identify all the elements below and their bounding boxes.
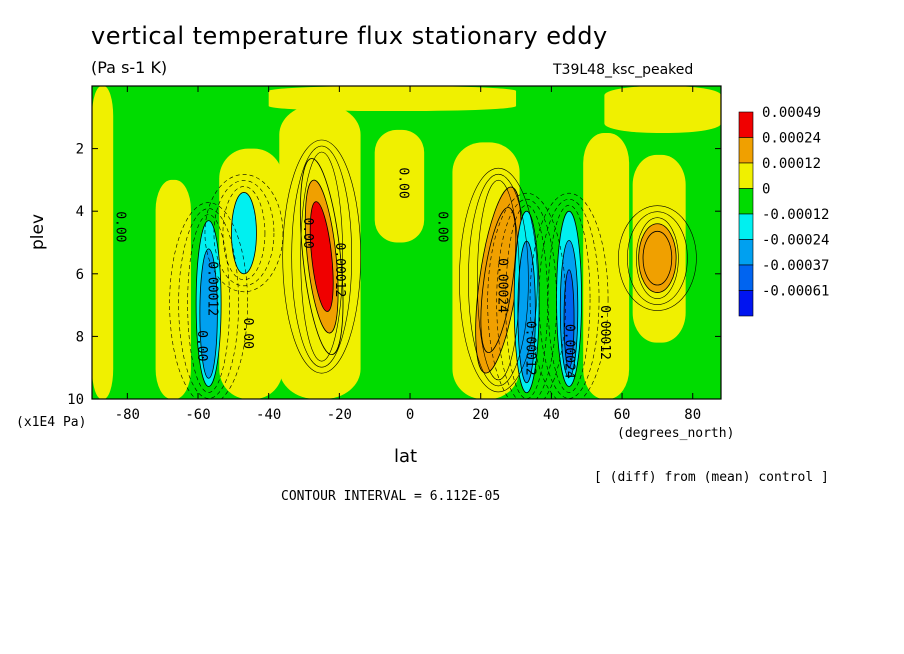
legend-swatch (738, 188, 754, 215)
x-tick-label: -20 (327, 407, 352, 423)
x-tick-label: -60 (185, 407, 210, 423)
contour-line (282, 139, 361, 374)
contour-label: 0.00012 (332, 243, 347, 298)
contour-line (169, 202, 248, 399)
x-tick-label: -40 (256, 407, 281, 423)
negative-minimum (563, 269, 575, 369)
contour-label: 0.00 (434, 211, 449, 242)
field-region (374, 129, 425, 243)
contour-line (213, 180, 275, 287)
contour-line (627, 211, 688, 305)
contour-label: 0.00 (300, 217, 315, 248)
contour-label: 0.00 (395, 167, 410, 198)
legend-label: -0.00024 (762, 233, 829, 249)
field-region (604, 86, 721, 133)
contour-line (547, 204, 591, 393)
contour-line (204, 174, 284, 293)
contour-line (222, 186, 266, 281)
y-tick-label: 8 (76, 329, 84, 345)
contour-label: 0.00 (113, 211, 128, 242)
x-tick-label: 20 (472, 407, 489, 423)
legend-label: -0.00037 (762, 258, 829, 274)
contour-label: 0.00 (240, 318, 255, 349)
contour-line (187, 214, 230, 393)
field-region (583, 132, 630, 399)
legend-swatch (738, 137, 754, 164)
contour-line (291, 145, 352, 368)
diff-note: [ (diff) from (mean) control ] (594, 470, 829, 485)
x-tick-label: 40 (543, 407, 560, 423)
legend-label: -0.00061 (762, 284, 829, 300)
legend-swatch (738, 111, 754, 138)
color-legend: 0.00049 0.00024 0.00012 0 -0.00012 -0.00024 -0… (738, 105, 829, 317)
positive-maximum (480, 207, 517, 354)
contour-line (505, 204, 548, 399)
negative-minimum (231, 192, 257, 275)
contour-line (459, 167, 538, 393)
contour-label: 0.00012 (205, 261, 220, 316)
legend-label: 0.00012 (762, 156, 821, 172)
contour-label: 0.00 (194, 330, 209, 361)
contour-line (178, 208, 239, 399)
legend-label: -0.00012 (762, 207, 829, 223)
y-tick-label: 6 (76, 267, 84, 283)
contour-label: 0.00024 (494, 258, 509, 313)
contour-line (477, 179, 520, 381)
contour-line (496, 198, 557, 399)
field-region (268, 86, 517, 112)
legend-label: 0.00024 (762, 131, 821, 147)
legend-swatch (738, 162, 754, 189)
contour-interval: CONTOUR INTERVAL = 6.112E-05 (281, 489, 501, 504)
contour-line (529, 192, 609, 399)
contour-line (468, 173, 529, 387)
x-axis-unit: (degrees_north) (617, 426, 735, 441)
x-tick-label: 60 (614, 407, 631, 423)
x-axis-label: lat (394, 446, 418, 467)
field-region (219, 148, 283, 399)
legend-swatch (738, 290, 754, 317)
legend-swatch (738, 239, 754, 266)
field-region (155, 179, 191, 399)
chart-units: (Pa s-1 K) (91, 58, 168, 77)
contour-line (618, 205, 697, 311)
y-tick-label: 10 (67, 392, 84, 408)
contour-label: 0.00012 (523, 321, 538, 376)
y-tick-label: 4 (76, 204, 84, 220)
run-name: T39L48_ksc_peaked (553, 62, 694, 78)
field-region (92, 86, 114, 399)
y-tick-label: 2 (76, 142, 84, 158)
chart-title: vertical temperature flux stationary edd… (91, 22, 608, 50)
legend-swatch (738, 213, 754, 240)
positive-maximum (309, 201, 334, 312)
contour-label: 0.00024 (562, 324, 577, 379)
x-tick-label: 0 (406, 407, 414, 423)
contour-line (636, 217, 679, 299)
x-tick-label: -80 (115, 407, 140, 423)
y-axis-unit: (x1E4 Pa) (16, 415, 87, 430)
negative-minimum (199, 248, 218, 379)
contour-line (300, 151, 343, 362)
legend-label: 0 (762, 182, 770, 198)
contour-label: 0.00012 (597, 305, 612, 360)
contour-line (487, 192, 566, 399)
x-tick-label: 80 (684, 407, 701, 423)
legend-label: 0.00049 (762, 105, 821, 121)
legend-swatch (738, 264, 754, 291)
positive-maximum (642, 230, 673, 286)
contour-line (538, 198, 600, 399)
